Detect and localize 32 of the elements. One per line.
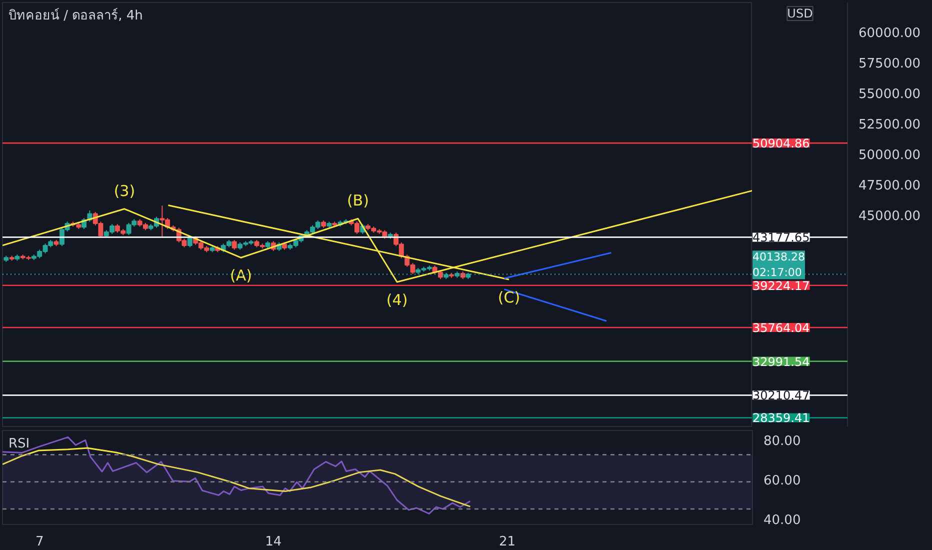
ref-line-label: 43177.65 <box>752 230 810 245</box>
y-tick-label: 50000.00 <box>858 148 921 164</box>
y-tick-label: 55000.00 <box>858 87 921 102</box>
y-tick-label: 45000.00 <box>858 208 921 224</box>
y-tick-label: 40.00 <box>764 512 801 528</box>
y-tick-label: 80.00 <box>764 434 801 450</box>
x-tick-label: 7 <box>35 534 44 550</box>
x-tick-label: 21 <box>499 534 516 550</box>
y-axis-title: USD <box>787 6 813 20</box>
line-series <box>2 436 471 514</box>
x-tick-label: 14 <box>265 534 282 550</box>
y-tick-label: 52500.00 <box>858 118 921 133</box>
annotation: (C) <box>498 288 520 307</box>
text: RSI <box>8 436 30 452</box>
ref-line-label: 30210.47 <box>752 388 810 403</box>
annotation: (A) <box>230 266 252 285</box>
annotation: (4) <box>386 291 408 309</box>
annotation: (3) <box>114 182 136 200</box>
candlestick <box>232 239 237 250</box>
annotation: (B) <box>346 192 369 210</box>
line-series <box>2 447 471 508</box>
ref-line-label: 40138.28 02:17:00 <box>752 250 805 280</box>
y-tick-label: 60000.00 <box>858 26 921 42</box>
ref-line-label: 39224.17 <box>752 278 810 293</box>
ref-line-label: 35764.04 <box>752 321 810 336</box>
text: บิทคอยน์ / ดอลลาร์, 4h <box>8 8 143 24</box>
ref-line-label: 32991.54 <box>752 354 810 369</box>
y-tick-label: 57500.00 <box>858 56 921 72</box>
ref-line-label: 28359.41 <box>752 411 810 426</box>
ref-line-label: 50904.86 <box>752 136 810 151</box>
y-tick-label: 60.00 <box>764 473 801 488</box>
y-tick-label: 47500.00 <box>858 178 921 194</box>
